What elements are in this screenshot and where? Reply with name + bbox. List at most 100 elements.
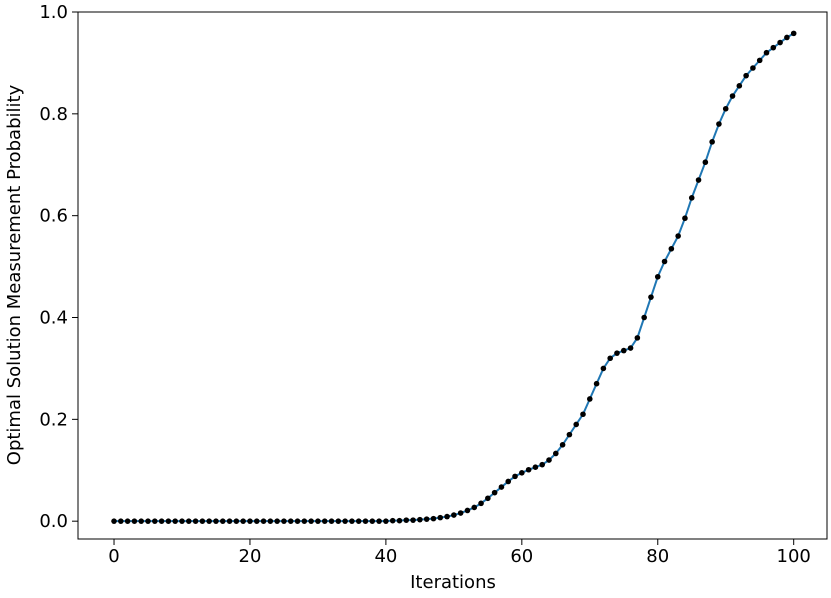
point — [464, 507, 471, 514]
point — [485, 495, 491, 502]
point — [267, 518, 274, 524]
point — [152, 518, 158, 524]
point — [321, 518, 328, 524]
point — [702, 159, 709, 166]
y-tick-label: 0.8 — [39, 104, 68, 125]
point — [784, 34, 790, 41]
point — [729, 93, 736, 99]
point — [138, 518, 145, 524]
point — [383, 518, 389, 524]
point — [396, 517, 403, 524]
point — [593, 380, 600, 387]
point — [145, 518, 151, 524]
point — [437, 514, 444, 521]
point — [233, 518, 240, 524]
point — [471, 504, 478, 511]
point — [410, 517, 416, 523]
point — [627, 345, 634, 351]
point — [206, 518, 212, 524]
point — [505, 478, 512, 485]
y-tick-label: 0.2 — [39, 409, 68, 430]
point — [287, 518, 294, 524]
point — [247, 518, 253, 524]
point — [648, 294, 654, 300]
point — [553, 450, 559, 457]
point — [185, 518, 192, 524]
point — [362, 518, 369, 524]
point — [423, 516, 430, 522]
x-tick-label: 20 — [239, 546, 262, 567]
y-tick-label: 0.6 — [39, 206, 68, 227]
point — [641, 314, 647, 321]
point — [124, 518, 131, 524]
point — [675, 233, 681, 239]
point — [281, 518, 287, 524]
point — [566, 431, 573, 438]
point — [111, 518, 117, 524]
point — [709, 139, 715, 145]
point — [661, 258, 668, 265]
point — [716, 121, 722, 127]
y-tick-label: 0.4 — [39, 308, 68, 329]
y-tick-label: 1.0 — [39, 2, 68, 23]
point — [695, 177, 702, 183]
point — [451, 512, 457, 518]
x-tick-label: 80 — [646, 546, 669, 567]
point — [539, 461, 546, 468]
point — [600, 365, 607, 372]
point — [512, 473, 518, 480]
point — [763, 49, 770, 56]
point — [546, 457, 552, 463]
point — [199, 518, 206, 524]
point — [369, 518, 376, 524]
point — [790, 30, 797, 37]
point — [586, 396, 593, 402]
x-tick-label: 100 — [777, 546, 811, 567]
point — [668, 245, 675, 252]
point — [688, 195, 695, 201]
point — [620, 347, 627, 354]
point — [525, 466, 532, 473]
point — [614, 350, 620, 356]
point — [219, 518, 226, 524]
point — [498, 484, 505, 490]
point — [770, 44, 777, 51]
point — [294, 518, 301, 524]
point — [736, 83, 743, 89]
point — [457, 510, 464, 516]
y-tick-label: 0.0 — [39, 511, 68, 532]
point — [131, 518, 138, 524]
point — [403, 517, 410, 523]
point — [573, 421, 580, 428]
x-tick-label: 60 — [510, 546, 533, 567]
point — [240, 518, 246, 524]
point — [722, 105, 729, 112]
point — [417, 516, 423, 523]
point — [355, 518, 362, 524]
point — [192, 518, 199, 524]
point — [226, 518, 233, 524]
point — [260, 518, 267, 524]
point — [158, 518, 165, 524]
plot-frame — [77, 11, 828, 540]
point — [342, 518, 348, 524]
point — [559, 442, 566, 448]
point — [519, 470, 525, 476]
point — [682, 215, 688, 222]
x-axis-label: Iterations — [410, 572, 496, 593]
x-tick-label: 40 — [374, 546, 397, 567]
point — [478, 500, 484, 507]
point — [172, 518, 178, 524]
point — [743, 72, 749, 79]
point — [376, 518, 382, 524]
point — [532, 464, 539, 471]
point — [389, 517, 396, 524]
line — [114, 32, 795, 523]
point — [634, 335, 641, 341]
point — [179, 518, 185, 524]
point — [274, 518, 280, 524]
y-axis-label: Optimal Solution Measurement Probability — [4, 84, 25, 465]
point — [301, 518, 308, 524]
point — [213, 518, 219, 524]
point — [328, 518, 335, 524]
